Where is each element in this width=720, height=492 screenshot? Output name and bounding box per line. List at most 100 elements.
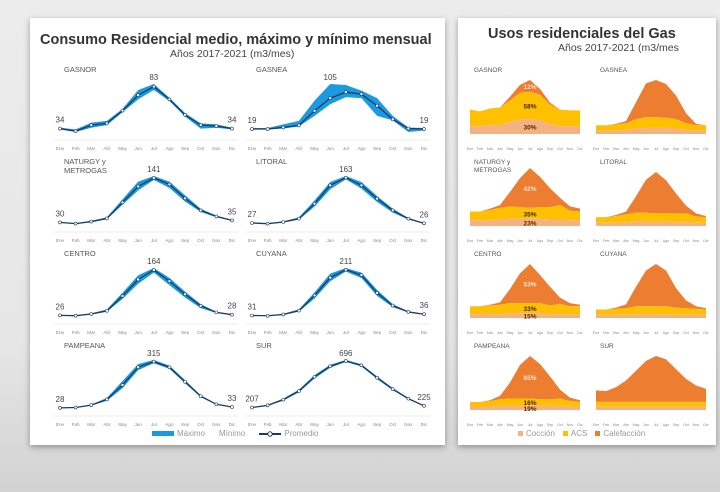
month-tick-label: Mar <box>87 330 95 335</box>
month-tick-label: Nov <box>567 239 574 243</box>
calefaccion-area <box>470 264 580 307</box>
month-tick-label: May <box>633 423 640 427</box>
region-label-line: GASNEA <box>256 65 287 74</box>
region-label: CUYANA <box>256 249 287 258</box>
month-tick-label: Sep <box>181 422 190 427</box>
value-label: 225 <box>417 393 431 402</box>
month-tick-label: Jun <box>517 331 523 335</box>
avg-point <box>183 196 187 201</box>
avg-point <box>230 405 234 409</box>
month-tick-label: Ene <box>56 330 65 335</box>
acs-pct-label: 35% <box>523 211 536 218</box>
month-tick-label: Oct <box>557 331 563 335</box>
avg-point <box>136 93 140 97</box>
avg-point <box>281 125 286 130</box>
acs-area <box>470 91 580 127</box>
value-label: 19 <box>248 116 257 125</box>
region-label-line: METROGAS <box>474 167 512 174</box>
acs-area <box>596 117 706 131</box>
max-min-band <box>252 268 424 316</box>
month-tick-label: Ago <box>663 331 669 335</box>
avg-point <box>359 92 364 96</box>
month-tick-label: Nov <box>212 238 221 243</box>
month-tick-label: Mar <box>87 422 95 427</box>
avg-point <box>152 176 156 180</box>
region-label: LITORAL <box>600 159 627 166</box>
month-tick-label: Nov <box>567 331 574 335</box>
coccion-pct-label: 23% <box>523 220 536 227</box>
avg-point <box>89 123 94 127</box>
calefaccion-swatch <box>595 431 601 436</box>
month-tick-label: Mar <box>487 239 494 243</box>
calefaccion-area <box>470 356 580 403</box>
acs-area <box>470 204 580 221</box>
region-label: GASNEA <box>600 67 628 74</box>
avg-point <box>250 221 254 225</box>
month-tick-label: Jul <box>654 331 659 335</box>
month-tick-label: Feb <box>603 147 609 151</box>
avg-point <box>406 216 411 221</box>
area-chart: PAMPEANA 65% 16%19% Ene Feb Mar Abr May Jun Jul Ag… <box>467 343 583 427</box>
month-tick-label: Jul <box>654 239 659 243</box>
month-tick-label: May <box>118 146 127 151</box>
area-chart: GASNOR 12% 58% 30% Ene Feb Mar Abr May Jun Jul Ago S… <box>467 67 583 151</box>
value-label: 34 <box>56 116 65 125</box>
coccion-pct-label: 15% <box>523 314 536 321</box>
coccion-area <box>470 313 580 318</box>
avg-point <box>136 277 140 282</box>
acs-area <box>596 306 706 315</box>
avg-point <box>250 405 254 410</box>
month-tick-label: Nov <box>212 146 221 151</box>
region-label-line: PAMPEANA <box>64 341 105 350</box>
coccion-pct-label: 19% <box>523 406 536 413</box>
avg-point <box>152 359 156 364</box>
month-tick-label: Ene <box>593 423 599 427</box>
avg-point <box>58 220 62 225</box>
month-tick-label: Dic <box>577 147 582 151</box>
month-tick-label: Mar <box>279 238 287 243</box>
month-tick-label: Feb <box>603 239 609 243</box>
area-chart: SUR Ene Feb Mar Abr May Jun Jul Ago Sep Oct Nov Dic <box>593 343 709 427</box>
month-tick-label: Jul <box>343 238 349 243</box>
month-tick-label: Dic <box>229 238 236 243</box>
area-chart: LITORAL Ene Feb Mar Abr May Jun Jul Ago Sep Oct Nov… <box>593 159 709 243</box>
area-cell: LITORAL Ene Feb Mar Abr May Jun Jul Ago Sep Oct Nov… <box>588 154 712 246</box>
month-tick-label: Jul <box>528 423 533 427</box>
area-chart: GASNEA Ene Feb Mar Abr May Jun Jul Ago Sep Oct Nov D… <box>593 67 709 151</box>
month-tick-label: Feb <box>264 238 272 243</box>
month-tick-label: Abr <box>295 238 303 243</box>
month-tick-label: May <box>507 239 514 243</box>
month-tick-label: Jul <box>343 330 349 335</box>
avg-point <box>265 221 270 226</box>
month-tick-label: Sep <box>373 238 382 243</box>
avg-point <box>344 90 348 94</box>
value-label: 315 <box>147 349 161 358</box>
avg-point <box>281 312 286 317</box>
avg-point <box>344 267 348 272</box>
region-label: NATURGY y METROGAS <box>474 159 512 174</box>
avg-point <box>297 308 301 313</box>
month-tick-label: Oct <box>389 238 397 243</box>
month-tick-label: Feb <box>603 423 609 427</box>
month-tick-label: Nov <box>693 239 700 243</box>
avg-point <box>167 97 172 102</box>
month-tick-label: Dic <box>703 239 708 243</box>
month-tick-label: Ene <box>467 239 473 243</box>
region-label-line: NATURGY y <box>474 159 511 166</box>
legend-acs-label: ACS <box>570 429 588 438</box>
calefaccion-area <box>596 264 706 310</box>
month-tick-label: Jun <box>326 238 334 243</box>
avg-line <box>251 360 425 409</box>
month-tick-label: Oct <box>557 423 563 427</box>
region-label: SUR <box>256 341 272 350</box>
avg-line <box>59 360 233 409</box>
month-tick-label: Ago <box>165 330 174 335</box>
month-tick-label: May <box>507 423 514 427</box>
calefaccion-area <box>470 80 580 112</box>
month-tick-label: Dic <box>421 422 428 427</box>
month-tick-label: May <box>633 147 640 151</box>
month-tick-label: Ene <box>248 238 257 243</box>
month-tick-label: Nov <box>693 331 700 335</box>
region-label: GASNOR <box>474 67 502 74</box>
value-label: 26 <box>420 210 429 219</box>
